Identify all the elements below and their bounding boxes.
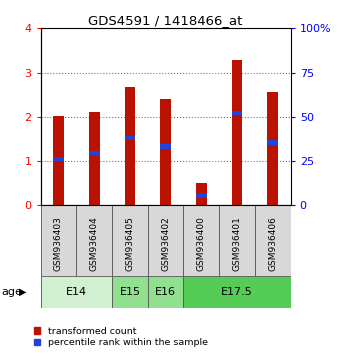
Bar <box>41 276 112 308</box>
Bar <box>53 156 64 161</box>
Legend: transformed count, percentile rank within the sample: transformed count, percentile rank withi… <box>32 325 210 349</box>
Bar <box>160 99 171 205</box>
Bar <box>124 136 135 140</box>
Bar <box>267 92 278 205</box>
Bar <box>148 276 184 308</box>
Text: E14: E14 <box>66 287 87 297</box>
Bar <box>53 116 64 205</box>
Text: ▶: ▶ <box>19 287 26 297</box>
Bar <box>232 111 242 115</box>
Bar <box>76 205 112 276</box>
Bar <box>196 183 207 205</box>
Bar <box>184 276 291 308</box>
Bar <box>196 193 207 198</box>
Bar <box>255 205 291 276</box>
Bar <box>112 205 148 276</box>
Bar <box>89 151 99 155</box>
Text: GSM936402: GSM936402 <box>161 216 170 271</box>
Text: GSM936404: GSM936404 <box>90 216 99 271</box>
Bar <box>89 112 99 205</box>
Bar <box>112 276 148 308</box>
Title: GDS4591 / 1418466_at: GDS4591 / 1418466_at <box>89 14 243 27</box>
Text: GSM936403: GSM936403 <box>54 216 63 271</box>
Bar <box>41 205 76 276</box>
Text: GSM936401: GSM936401 <box>233 216 242 271</box>
Text: GSM936400: GSM936400 <box>197 216 206 271</box>
Text: GSM936405: GSM936405 <box>125 216 135 271</box>
Text: E16: E16 <box>155 287 176 297</box>
Text: GSM936406: GSM936406 <box>268 216 277 271</box>
Text: age: age <box>2 287 23 297</box>
Bar <box>232 60 242 205</box>
Bar <box>124 87 135 205</box>
Bar <box>184 205 219 276</box>
Text: E15: E15 <box>119 287 140 297</box>
Bar <box>267 140 278 145</box>
Text: E17.5: E17.5 <box>221 287 253 297</box>
Bar <box>160 144 171 149</box>
Bar <box>219 205 255 276</box>
Bar <box>148 205 184 276</box>
